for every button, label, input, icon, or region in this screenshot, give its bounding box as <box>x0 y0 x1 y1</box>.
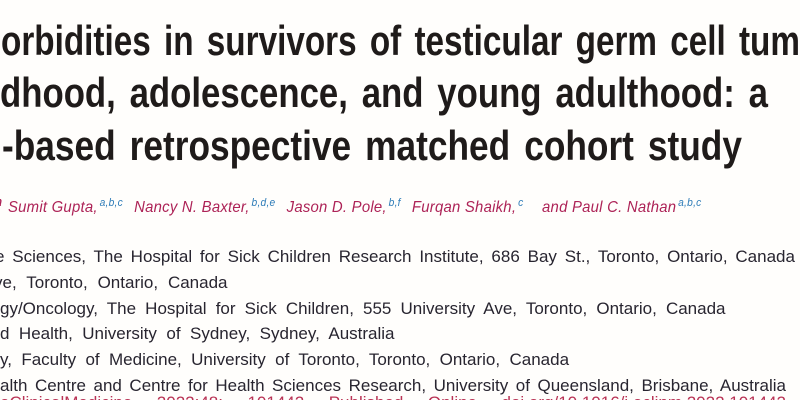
affiliation-line-5-text: y, Faculty of Medicine, University of To… <box>0 350 570 369</box>
paper-title-line-1: orbidities in survivors of testicular ge… <box>1 16 800 64</box>
author-cropped-fragment: a <box>0 199 3 206</box>
author-affiliation-superscript: a,b,c <box>99 197 123 210</box>
author-name: Sumit Gupta, <box>7 198 98 216</box>
paper-title-line-2-text: dhood, adolescence, and young adulthood:… <box>0 69 768 117</box>
paper-title-line-3-text: -based retrospective matched cohort stud… <box>2 121 742 169</box>
author-name: and Paul C. Nathan <box>541 198 676 216</box>
author-affiliation-superscript: c <box>517 197 523 210</box>
author-affiliation-superscript: a,b,c <box>677 197 702 210</box>
affiliation-line-3: gy/Oncology, The Hospital for Sick Child… <box>0 300 726 317</box>
author-list-text: Sumit Gupta, a,b,c Nancy N. Baxter, b,d,e Ja… <box>7 197 702 216</box>
paper-title-line-2: dhood, adolescence, and young adulthood:… <box>0 72 800 114</box>
affiliation-line-3-text: gy/Oncology, The Hospital for Sick Child… <box>0 298 726 318</box>
cropped-citation-line: eClinicalMedicine 2022;48: 101442 Publis… <box>0 394 786 400</box>
author-affiliation-superscript: b,f <box>388 197 401 210</box>
cropped-citation-text: eClinicalMedicine 2022;48: 101442 Publis… <box>0 394 786 400</box>
author-affiliation-superscript: b,d,e <box>251 197 275 210</box>
author-name: Nancy N. Baxter, <box>133 198 250 216</box>
paper-title-line-1-text: orbidities in survivors of testicular ge… <box>1 16 800 64</box>
affiliation-line-2: ve, Toronto, Ontario, Canada <box>0 274 228 291</box>
affiliation-line-2-text: ve, Toronto, Ontario, Canada <box>0 272 228 292</box>
affiliation-line-1-text: e Sciences, The Hospital for Sick Childr… <box>0 247 795 267</box>
affiliation-line-6: alth Centre and Centre for Health Scienc… <box>0 377 786 394</box>
affiliation-line-4: d Health, University of Sydney, Sydney, … <box>0 325 395 342</box>
affiliation-line-1: e Sciences, The Hospital for Sick Childr… <box>0 248 795 265</box>
author-name: Furqan Shaikh, <box>411 198 516 216</box>
author-cropped-fragment-glyph: a <box>0 199 2 206</box>
affiliation-line-5: y, Faculty of Medicine, University of To… <box>0 351 569 368</box>
author-list: Sumit Gupta, a,b,c Nancy N. Baxter, b,d,e Ja… <box>7 197 753 216</box>
affiliation-line-4-text: d Health, University of Sydney, Sydney, … <box>0 324 395 344</box>
affiliation-line-6-text: alth Centre and Centre for Health Scienc… <box>0 375 787 395</box>
paper-title-line-3: -based retrospective matched cohort stud… <box>2 121 800 169</box>
author-name: Jason D. Pole, <box>286 198 387 216</box>
